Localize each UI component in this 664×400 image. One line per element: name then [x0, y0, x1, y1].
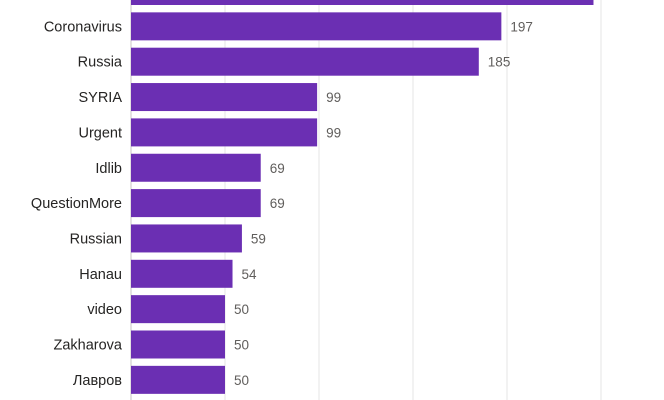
data-label: 99 — [326, 125, 341, 140]
bar[interactable] — [131, 295, 225, 324]
bar[interactable] — [131, 0, 594, 5]
data-label: 54 — [242, 267, 258, 282]
bar[interactable] — [131, 330, 225, 359]
data-label: 185 — [488, 55, 511, 70]
data-label: 69 — [270, 161, 285, 176]
bar[interactable] — [131, 365, 225, 394]
bar[interactable] — [131, 47, 479, 76]
data-label: 50 — [234, 373, 249, 388]
data-label: 99 — [326, 90, 341, 105]
category-label: Coronavirus — [44, 19, 122, 35]
category-label: Russian — [70, 231, 122, 247]
data-label: 50 — [234, 302, 249, 317]
bar[interactable] — [131, 189, 261, 218]
bar[interactable] — [131, 224, 242, 253]
category-label: video — [87, 302, 122, 318]
bar[interactable] — [131, 259, 233, 288]
category-label: Zakharova — [53, 338, 122, 354]
bar[interactable] — [131, 12, 502, 41]
bar[interactable] — [131, 83, 318, 112]
category-label: SYRIA — [78, 90, 122, 106]
category-label: Russia — [78, 55, 123, 71]
data-label: 50 — [234, 338, 249, 353]
bar[interactable] — [131, 153, 261, 182]
data-label: 197 — [510, 19, 533, 34]
category-label: Hanau — [79, 267, 122, 283]
category-label: QuestionMore — [31, 196, 122, 212]
data-label: 59 — [251, 231, 266, 246]
category-label: Urgent — [78, 125, 122, 141]
data-label: 69 — [270, 196, 285, 211]
category-label: Idlib — [95, 161, 122, 177]
bar[interactable] — [131, 118, 318, 147]
category-label: Лавров — [73, 373, 122, 389]
